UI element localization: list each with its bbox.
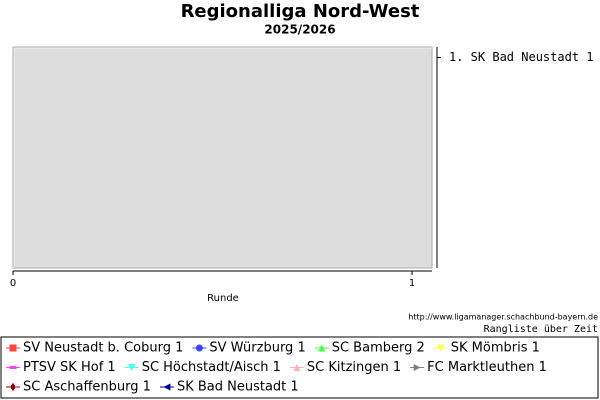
x-tick-label: 0 — [10, 278, 16, 289]
legend-marker — [9, 366, 17, 369]
legend-marker — [128, 364, 136, 371]
legend-label: PTSV SK Hof 1 — [23, 360, 116, 375]
legend-marker — [11, 385, 15, 389]
legend-label: SC Höchstadt/Aisch 1 — [142, 360, 281, 375]
legend-marker — [413, 364, 421, 371]
legend-box — [0, 336, 599, 399]
source-url: http://www.ligamanager.schachbund-bayern… — [408, 313, 598, 322]
legend-label: SC Bamberg 2 — [332, 341, 425, 356]
plot-highlight — [13, 47, 432, 268]
y-tick-label: 1. SK Bad Neustadt 1 — [449, 50, 594, 64]
legend-label: SC Aschaffenburg 1 — [23, 380, 151, 395]
legend-marker — [9, 344, 17, 352]
legend-label: SK Mömbris 1 — [451, 341, 540, 356]
legend-marker — [437, 344, 445, 352]
legend-marker — [195, 344, 203, 352]
legend-marker — [318, 344, 326, 352]
legend-label: SC Kitzingen 1 — [307, 360, 401, 375]
x-axis-label: Runde — [207, 293, 239, 304]
legend-label: FC Marktleuthen 1 — [427, 360, 547, 375]
chart-subtitle: 2025/2026 — [264, 23, 335, 37]
x-tick-label: 1 — [409, 278, 415, 289]
legend-label: SV Würzburg 1 — [209, 341, 305, 356]
plot-area — [12, 46, 433, 269]
legend-marker — [293, 364, 301, 371]
caption: Rangliste über Zeit — [484, 324, 598, 335]
legend-label: SK Bad Neustadt 1 — [177, 380, 299, 395]
legend-marker — [163, 383, 171, 391]
legend-label: SV Neustadt b. Coburg 1 — [23, 341, 183, 356]
chart-title: Regionalliga Nord-West — [181, 1, 420, 22]
